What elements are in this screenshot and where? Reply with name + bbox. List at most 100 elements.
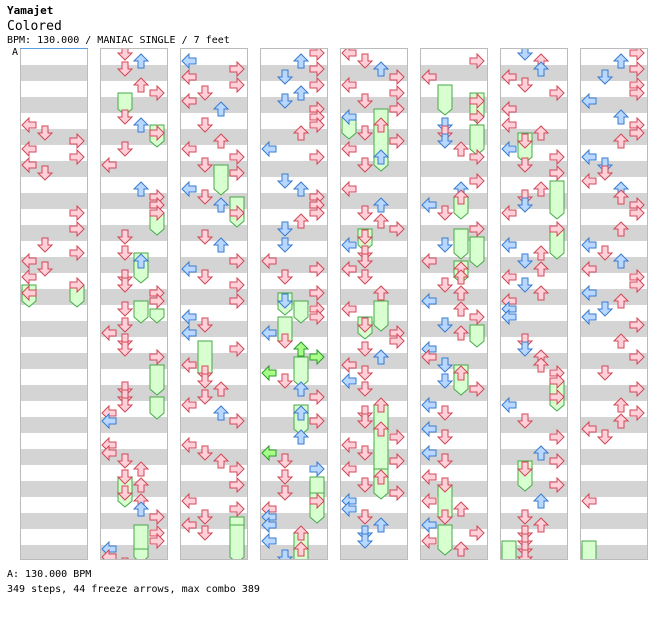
down-arrow bbox=[356, 157, 374, 173]
up-arrow bbox=[132, 53, 150, 69]
up-arrow bbox=[292, 53, 310, 69]
down-arrow bbox=[36, 261, 54, 277]
beat-stripe bbox=[101, 417, 167, 433]
down-arrow bbox=[116, 557, 134, 559]
left-arrow bbox=[181, 356, 197, 374]
left-arrow bbox=[181, 92, 197, 110]
left-arrow bbox=[421, 196, 437, 214]
beat-stripe bbox=[101, 161, 167, 177]
right-arrow bbox=[69, 220, 85, 238]
freeze-arrow-right bbox=[469, 324, 485, 348]
down-arrow bbox=[436, 477, 454, 493]
left-arrow bbox=[261, 516, 277, 534]
left-arrow bbox=[581, 172, 597, 190]
down-arrow bbox=[516, 277, 534, 293]
left-arrow bbox=[181, 492, 197, 510]
right-arrow bbox=[149, 204, 165, 222]
down-arrow bbox=[276, 69, 294, 85]
down-arrow bbox=[196, 229, 214, 245]
chart-meta: BPM: 130.000 / MANIAC SINGLE / 7 feet bbox=[7, 35, 230, 46]
right-arrow bbox=[629, 204, 645, 222]
right-arrow bbox=[309, 60, 325, 78]
freeze-arrow-left bbox=[581, 540, 597, 559]
right-arrow bbox=[549, 388, 565, 406]
down-arrow bbox=[196, 117, 214, 133]
right-arrow bbox=[69, 244, 85, 262]
beat-stripe bbox=[21, 481, 87, 497]
up-arrow bbox=[292, 181, 310, 197]
beat-stripe bbox=[581, 513, 647, 529]
down-arrow bbox=[356, 269, 374, 285]
measure-column-5 bbox=[340, 48, 408, 560]
down-arrow bbox=[356, 125, 374, 141]
measure-column-2 bbox=[100, 48, 168, 560]
up-arrow bbox=[212, 453, 230, 469]
beat-stripe bbox=[21, 449, 87, 465]
down-arrow bbox=[276, 237, 294, 253]
left-arrow bbox=[261, 532, 277, 550]
up-arrow bbox=[132, 77, 150, 93]
down-arrow bbox=[196, 157, 214, 173]
beat-stripe bbox=[581, 449, 647, 465]
down-arrow bbox=[356, 205, 374, 221]
down-arrow bbox=[436, 429, 454, 445]
down-arrow bbox=[356, 413, 374, 429]
beat-stripe bbox=[421, 161, 487, 177]
left-arrow bbox=[101, 412, 117, 430]
right-arrow bbox=[629, 60, 645, 78]
beat-stripe bbox=[501, 289, 567, 305]
beat-stripe bbox=[501, 353, 567, 369]
right-arrow bbox=[389, 132, 405, 150]
right-arrow bbox=[309, 412, 325, 430]
down-arrow bbox=[436, 509, 454, 525]
right-arrow bbox=[309, 76, 325, 94]
down-arrow bbox=[516, 77, 534, 93]
right-arrow bbox=[629, 124, 645, 142]
down-arrow bbox=[116, 277, 134, 293]
beat-stripe bbox=[21, 417, 87, 433]
down-arrow bbox=[276, 485, 294, 501]
right-arrow bbox=[149, 532, 165, 550]
left-arrow bbox=[181, 180, 197, 198]
down-arrow bbox=[276, 221, 294, 237]
up-arrow bbox=[612, 397, 630, 413]
right-arrow bbox=[229, 164, 245, 182]
freeze-arrow-up bbox=[293, 356, 309, 388]
beat-stripe bbox=[341, 193, 407, 209]
arrow-layer bbox=[181, 52, 245, 559]
right-arrow bbox=[469, 380, 485, 398]
freeze-arrow-right bbox=[469, 236, 485, 268]
down-arrow bbox=[116, 141, 134, 157]
right-arrow bbox=[229, 252, 245, 270]
freeze-arrow-right bbox=[229, 524, 245, 559]
down-arrow bbox=[516, 461, 534, 477]
right-arrow bbox=[229, 148, 245, 166]
right-arrow bbox=[229, 500, 245, 518]
down-arrow bbox=[36, 237, 54, 253]
up-arrow bbox=[292, 213, 310, 229]
beat-stripe bbox=[421, 289, 487, 305]
left-arrow bbox=[341, 49, 357, 62]
freeze-arrow-up bbox=[453, 228, 469, 260]
up-arrow bbox=[532, 245, 550, 261]
up-arrow bbox=[612, 293, 630, 309]
right-arrow bbox=[309, 204, 325, 222]
down-arrow bbox=[356, 229, 374, 245]
down-arrow bbox=[356, 253, 374, 269]
left-arrow bbox=[21, 140, 37, 158]
up-arrow bbox=[132, 461, 150, 477]
right-arrow bbox=[629, 404, 645, 422]
up-arrow bbox=[612, 333, 630, 349]
beat-stripe bbox=[341, 289, 407, 305]
up-arrow bbox=[212, 237, 230, 253]
beat-stripe bbox=[501, 321, 567, 337]
left-arrow bbox=[581, 148, 597, 166]
left-arrow bbox=[181, 436, 197, 454]
measure-column-7 bbox=[500, 48, 568, 560]
down-arrow bbox=[436, 205, 454, 221]
beat-stripe bbox=[581, 289, 647, 305]
left-arrow bbox=[261, 324, 277, 342]
left-arrow bbox=[181, 140, 197, 158]
left-arrow bbox=[341, 76, 357, 94]
down-arrow bbox=[356, 381, 374, 397]
